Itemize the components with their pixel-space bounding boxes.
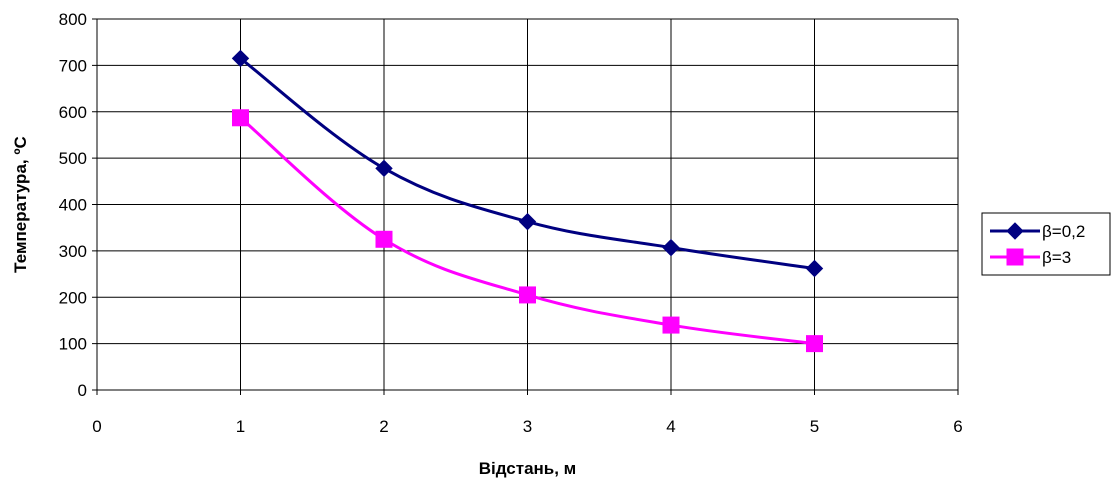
x-axis-title: Відстань, м bbox=[479, 459, 577, 478]
x-tick-label: 4 bbox=[666, 417, 675, 436]
y-tick-label: 0 bbox=[78, 381, 87, 400]
legend-marker bbox=[1006, 248, 1024, 266]
data-point bbox=[232, 109, 249, 127]
y-tick-label: 200 bbox=[59, 288, 87, 307]
y-tick-label: 300 bbox=[59, 242, 87, 261]
legend-item: β=0,2 bbox=[990, 222, 1085, 241]
y-tick-label: 800 bbox=[59, 10, 87, 29]
x-tick-label: 3 bbox=[523, 417, 532, 436]
legend-marker bbox=[1006, 222, 1024, 240]
x-tick-label: 0 bbox=[92, 417, 101, 436]
axes bbox=[92, 18, 959, 395]
legend-label: β=0,2 bbox=[1042, 222, 1085, 241]
data-point bbox=[375, 230, 393, 248]
y-axis-title: Температура, ºС bbox=[11, 136, 30, 273]
data-point bbox=[518, 212, 537, 231]
series-2 bbox=[232, 109, 823, 353]
legend-item: β=3 bbox=[990, 248, 1071, 267]
data-point bbox=[805, 259, 824, 278]
data-point bbox=[231, 49, 250, 68]
y-tick-label: 700 bbox=[59, 56, 87, 75]
data-point bbox=[806, 335, 823, 353]
legend-box bbox=[981, 212, 1111, 276]
series bbox=[231, 49, 824, 353]
y-tick-label: 100 bbox=[59, 335, 87, 354]
grid bbox=[97, 18, 959, 390]
legend-label: β=3 bbox=[1042, 248, 1071, 267]
legend: β=0,2 β=3 bbox=[981, 212, 1111, 276]
y-tick-label: 400 bbox=[59, 196, 87, 215]
data-point bbox=[519, 286, 536, 304]
data-point bbox=[662, 238, 680, 257]
data-point bbox=[662, 316, 680, 334]
series-1 bbox=[231, 49, 824, 278]
y-tick-label: 600 bbox=[59, 103, 87, 122]
tick-labels: 0 100 200 300 400 500 600 700 800 0 1 2 3 4 5 6 bbox=[59, 10, 963, 436]
data-point bbox=[375, 159, 393, 178]
x-tick-label: 2 bbox=[379, 417, 388, 436]
x-tick-label: 6 bbox=[953, 417, 962, 436]
x-tick-label: 5 bbox=[810, 417, 819, 436]
y-tick-label: 500 bbox=[59, 149, 87, 168]
x-tick-label: 1 bbox=[236, 417, 245, 436]
